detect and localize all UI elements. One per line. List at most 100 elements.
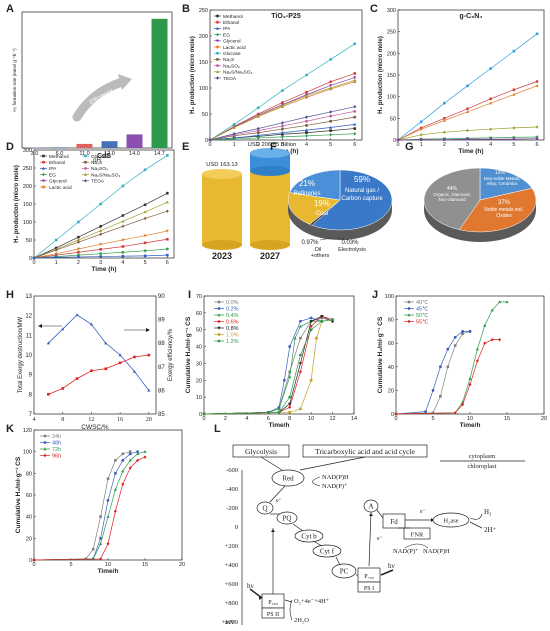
y-tick-label: 9 <box>29 373 33 379</box>
o2-label: O₂+4e⁻+4H⁺ <box>294 598 330 605</box>
potential-tick: +400 <box>225 562 238 569</box>
x-tick-label: 0 <box>32 260 35 266</box>
leader-line <box>319 237 333 241</box>
legend-marker <box>215 39 220 43</box>
data-point <box>299 407 302 411</box>
y-tick-label: 50 <box>196 328 202 334</box>
chart-B: 0123456050100150200250Time (h)H₂ product… <box>190 8 363 155</box>
x-tick-label: 10 <box>105 562 111 568</box>
x-tick-label: 0 <box>208 142 211 148</box>
data-point <box>166 253 169 257</box>
data-point <box>32 558 36 562</box>
data-point <box>293 336 297 340</box>
legend-entry: 0.6% <box>226 320 239 326</box>
data-point <box>465 110 470 114</box>
y-right-axis-label: Exergy efficiency/% <box>168 328 174 381</box>
tca-box-label: Tricarboxylic acid and acid cycle <box>315 447 415 456</box>
pie-slice-label: Coal <box>316 211 328 217</box>
legend-entry: 45℃ <box>416 307 429 313</box>
cytb-node <box>294 529 324 543</box>
series-line <box>395 331 470 415</box>
data-point <box>202 412 206 416</box>
efficiency-arrow <box>72 77 127 122</box>
y-tick-label: 0 <box>29 558 32 564</box>
pie-slice-label: Carbon capture <box>341 196 383 202</box>
fd-box-label: Fd <box>390 518 398 526</box>
data-point <box>90 369 93 373</box>
x-tick-label: 14.0 <box>129 151 140 157</box>
fnr-box-label: FNR <box>411 532 424 539</box>
connector <box>284 599 293 603</box>
data-point <box>353 78 357 82</box>
data-point <box>147 353 151 357</box>
data-point <box>256 106 260 110</box>
legend-marker <box>217 300 221 304</box>
y-tick-label: 120 <box>23 428 32 434</box>
potential-tick: +200 <box>225 543 238 550</box>
light-arrow <box>249 588 263 599</box>
y-tick-label: 12 <box>25 314 32 320</box>
x-axis-label: pH <box>93 158 101 164</box>
data-point <box>475 359 479 363</box>
chart-I: 0 2 4 6 8 10 12 14 0 10 20 30 40 50 60 70 Time/h Cumulati… <box>185 294 357 429</box>
nadph-right-label: NAD(P)H <box>423 548 450 555</box>
data-point <box>32 256 36 260</box>
cylinder-base <box>202 240 242 250</box>
legend-marker <box>41 179 46 183</box>
data-point <box>453 344 457 347</box>
data-point <box>121 452 125 456</box>
pie-slice <box>479 167 533 201</box>
legend-marker <box>217 339 221 343</box>
data-point <box>512 49 516 53</box>
data-point <box>305 131 308 135</box>
data-point <box>483 323 487 327</box>
pie-slice-label: Oxides <box>496 213 512 219</box>
data-point <box>329 58 333 61</box>
p680-box-label: P₆₈₀ <box>268 600 278 606</box>
pie-slice-label: Alloy, Ceramics <box>487 181 519 186</box>
data-point <box>431 411 435 415</box>
data-point <box>305 119 308 123</box>
cylinder-top <box>202 168 242 179</box>
legend-entry: EG <box>223 32 230 38</box>
data-point <box>143 203 147 207</box>
data-point <box>128 450 132 453</box>
bar <box>151 18 168 148</box>
y-tick-label: 60 <box>196 311 202 317</box>
pie-slice <box>423 167 481 231</box>
pie-percent: 0.03% <box>341 240 359 246</box>
data-point <box>442 130 446 134</box>
y-tick-label: 11 <box>26 333 33 339</box>
x-tick-label: 12 <box>330 416 336 422</box>
data-point <box>89 322 94 326</box>
potential-tick: +800 <box>225 600 238 607</box>
x-axis-label: Time/h <box>269 422 290 429</box>
cylinder-top <box>250 148 290 158</box>
y-tick-label: 200 <box>199 34 208 40</box>
electron-label: e⁻ <box>420 509 426 515</box>
legend-marker <box>407 300 411 304</box>
legend-entry: IPA <box>49 166 57 172</box>
data-point <box>121 254 125 258</box>
data-point <box>305 134 309 138</box>
x-tick-label: 4 <box>121 260 124 266</box>
y-tick-label: 10 <box>196 395 202 401</box>
series-line <box>33 451 138 561</box>
legend-marker <box>216 14 219 18</box>
data-point <box>304 128 309 132</box>
data-point <box>329 129 332 132</box>
y-tick-label: 50 <box>26 238 32 244</box>
data-point <box>282 378 286 382</box>
data-point <box>288 411 292 414</box>
x-tick-label: 3.0 <box>31 151 39 157</box>
legend-marker <box>216 20 219 24</box>
data-point <box>91 547 95 551</box>
pie-percent: 19% <box>495 170 506 176</box>
q-node <box>256 501 274 515</box>
chart-A: 3.0 6.0 11.0 12.0 14.0 14.7 pH H₂ formation rat… <box>12 11 173 164</box>
arrowhead <box>431 518 434 522</box>
data-point <box>132 369 137 373</box>
legend-marker <box>42 185 45 189</box>
x-tick-label: 12 <box>88 417 94 423</box>
data-point <box>76 240 80 244</box>
